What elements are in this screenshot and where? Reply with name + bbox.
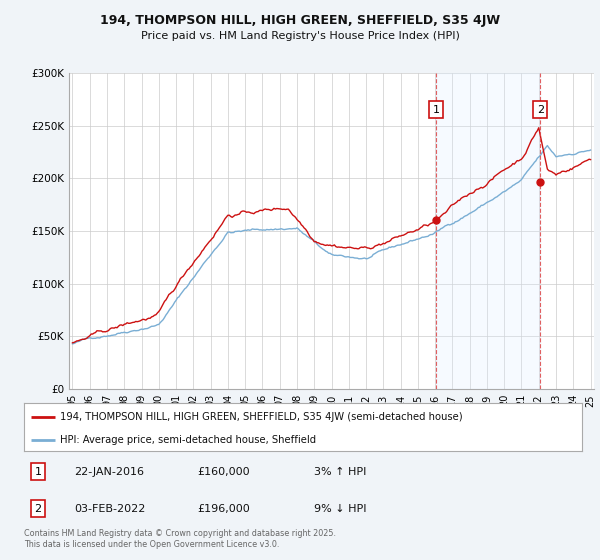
Text: £160,000: £160,000	[197, 467, 250, 477]
Text: 22-JAN-2016: 22-JAN-2016	[74, 467, 144, 477]
Text: 2: 2	[34, 504, 41, 514]
Text: HPI: Average price, semi-detached house, Sheffield: HPI: Average price, semi-detached house,…	[60, 435, 316, 445]
Text: 194, THOMPSON HILL, HIGH GREEN, SHEFFIELD, S35 4JW (semi-detached house): 194, THOMPSON HILL, HIGH GREEN, SHEFFIEL…	[60, 412, 463, 422]
Text: 03-FEB-2022: 03-FEB-2022	[74, 504, 146, 514]
Text: 1: 1	[34, 467, 41, 477]
Text: Price paid vs. HM Land Registry's House Price Index (HPI): Price paid vs. HM Land Registry's House …	[140, 31, 460, 41]
Text: 2: 2	[537, 105, 544, 115]
Text: Contains HM Land Registry data © Crown copyright and database right 2025.
This d: Contains HM Land Registry data © Crown c…	[24, 529, 336, 549]
Text: 194, THOMPSON HILL, HIGH GREEN, SHEFFIELD, S35 4JW: 194, THOMPSON HILL, HIGH GREEN, SHEFFIEL…	[100, 14, 500, 27]
Text: 1: 1	[433, 105, 439, 115]
Text: £196,000: £196,000	[197, 504, 250, 514]
Text: 3% ↑ HPI: 3% ↑ HPI	[314, 467, 367, 477]
Bar	[436, 73, 540, 389]
Text: 9% ↓ HPI: 9% ↓ HPI	[314, 504, 367, 514]
